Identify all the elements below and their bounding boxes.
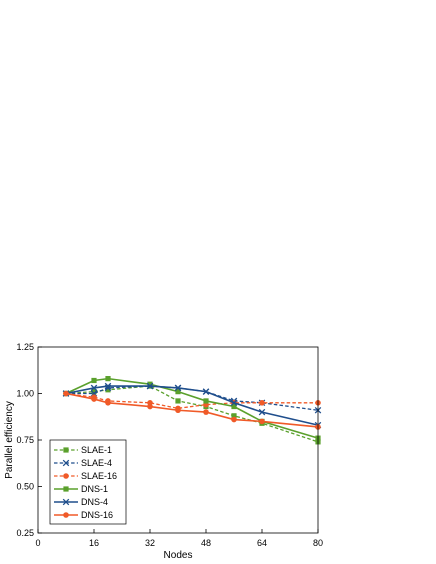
series-layer [62,376,322,445]
x-tick-label: 64 [257,538,267,548]
y-tick-label: 0.50 [16,482,34,492]
legend-label-dns-1: DNS-1 [81,484,108,494]
legend-label-dns-16: DNS-16 [81,510,113,520]
x-tick-label: 0 [35,538,40,548]
data-point-dns-1 [91,377,97,384]
data-point-slae-1 [231,413,237,419]
legend-label-slae-4: SLAE-4 [81,458,112,468]
legend-item-slae-4: SLAE-4 [54,458,112,468]
data-point-dns-16 [63,390,69,397]
legend-item-slae-1: SLAE-1 [54,445,112,455]
y-tick-label: 1.00 [16,389,34,399]
data-point-dns-1 [231,403,237,410]
series-dns-16 [63,390,321,430]
data-point-dns-16 [105,400,111,406]
series-line-dns-16 [65,392,319,428]
x-tick-label: 80 [313,538,323,548]
data-point-dns-1 [105,376,111,382]
legend-label-slae-16: SLAE-16 [81,471,117,481]
legend-item-slae-16: SLAE-16 [54,471,117,481]
x-tick-label: 48 [201,538,211,548]
x-axis-label: Nodes [164,550,193,561]
data-point-dns-4 [174,384,182,392]
data-point-dns-4 [90,384,98,392]
data-point-slae-1 [91,389,97,395]
series-line-slae-1 [65,385,319,443]
data-point-dns-4 [230,399,238,407]
legend-item-dns-1: DNS-1 [54,484,108,494]
legend-item-dns-4: DNS-4 [54,497,108,507]
data-point-dns-4 [258,408,266,416]
data-point-dns-4 [146,382,154,390]
legend-marker-dns-4 [62,498,70,506]
tick-layer: 0 16 32 48 64 80 0.25 0.50 0.75 1.00 1.25 [16,342,323,548]
legend-item-dns-16: DNS-16 [54,510,113,520]
data-point-dns-16 [203,409,209,415]
y-tick-label: 0.25 [16,528,34,538]
y-tick-label: 0.75 [16,435,34,445]
data-point-slae-16 [259,400,265,406]
data-point-dns-4 [104,382,112,390]
data-point-slae-1 [175,398,181,404]
legend-box [49,439,127,525]
series-slae-4 [62,382,322,414]
x-tick-label: 16 [89,538,99,548]
legend-marker-slae-16 [63,473,69,479]
legend-marker-slae-1 [63,447,69,453]
data-point-dns-4 [202,388,210,395]
legend-marker-dns-1 [63,486,69,492]
y-axis-label: Parallel efficiency [4,401,15,479]
data-point-dns-16 [175,407,181,414]
legend: SLAE-1 SLAE-4 SLAE-16 DNS-1 DNS-4 DNS-16 [49,439,127,525]
data-point-dns-1 [203,398,209,404]
series-line-slae-16 [65,392,318,410]
legend-label-slae-1: SLAE-1 [81,445,112,455]
data-point-dns-1 [175,389,181,395]
legend-marker-dns-16 [63,512,69,518]
data-point-dns-16 [259,418,265,425]
x-tick-label: 32 [145,538,155,548]
data-point-dns-16 [91,396,97,402]
data-point-dns-16 [231,416,237,423]
series-dns-1 [63,376,321,441]
series-line-dns-1 [65,377,319,439]
legend-label-dns-4: DNS-4 [81,497,108,507]
data-point-dns-1 [147,381,153,387]
series-slae-1 [63,383,321,445]
y-tick-label: 1.25 [16,342,34,352]
data-point-slae-1 [105,387,111,393]
data-point-dns-16 [147,403,153,410]
legend-marker-slae-4 [62,459,70,467]
